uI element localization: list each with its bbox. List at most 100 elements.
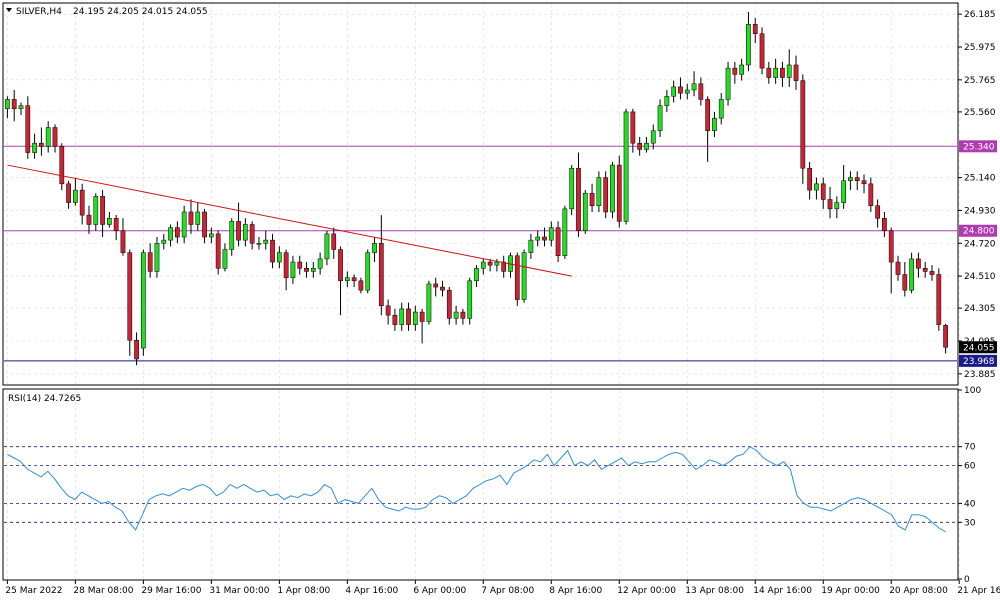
chart-frame: [2, 2, 959, 581]
rsi-panel-border: [2, 388, 959, 581]
candle-body: [18, 105, 24, 110]
symbol-label: SILVER,H4: [16, 7, 62, 17]
candle-body: [79, 189, 85, 216]
candle-body: [25, 105, 31, 153]
candle-body: [576, 167, 581, 231]
price-tick-label: 24.305: [964, 304, 996, 314]
candle-body: [480, 261, 486, 269]
candle-body: [861, 180, 867, 185]
time-tick-label: 28 Mar 08:00: [73, 586, 133, 596]
candle-body: [249, 224, 255, 244]
candle-body: [222, 249, 228, 269]
candle-body: [175, 227, 180, 238]
price-tick-label: 24.930: [964, 206, 996, 216]
candle-body: [664, 96, 670, 106]
candle-body: [331, 233, 337, 250]
candle-body: [147, 252, 153, 272]
candle-body: [113, 217, 119, 231]
candle-body: [460, 311, 466, 319]
time-tick-label: 21 Apr 16:00: [957, 586, 1000, 596]
level-label-resistance-low: 24.800: [963, 227, 995, 237]
candle-body: [385, 305, 391, 316]
time-tick-label: 1 Apr 08:00: [277, 586, 330, 596]
candle-body: [338, 249, 343, 282]
candle-body: [630, 111, 636, 144]
candle-body: [922, 268, 928, 272]
rsi-tick-label: 30: [964, 518, 976, 528]
candle-body: [616, 164, 622, 222]
candle-body: [548, 227, 554, 241]
price-tick-label: 24.720: [964, 239, 996, 249]
horizontal-levels: [4, 145, 957, 362]
candle-body: [208, 233, 214, 238]
candle-body: [290, 261, 296, 278]
level-tag-resistance-high: [959, 140, 997, 153]
rsi-axis: 100 70 60 40 30 0: [958, 386, 981, 585]
price-tick-label: 25.975: [964, 43, 996, 53]
candlestick-series: [5, 11, 948, 366]
candle-body: [657, 105, 663, 131]
candle-body: [671, 86, 677, 97]
candle-body: [800, 80, 806, 169]
time-tick-label: 4 Apr 16:00: [345, 586, 398, 596]
rsi-indicator-label: RSI(14) 24.7265: [8, 394, 81, 404]
candle-body: [73, 189, 78, 203]
time-tick-label: 20 Apr 08:00: [889, 586, 948, 596]
candle-body: [732, 67, 738, 75]
candle-body: [215, 233, 221, 269]
candle-body: [684, 89, 690, 94]
candle-body: [446, 289, 452, 319]
price-tick-label: 25.560: [964, 108, 996, 118]
candle-body: [610, 164, 615, 213]
candle-body: [127, 252, 133, 341]
time-tick-label: 31 Mar 00:00: [209, 586, 269, 596]
candle-body: [66, 183, 71, 203]
candle-body: [603, 177, 609, 213]
candle-body: [154, 243, 160, 272]
candle-body: [181, 211, 187, 238]
candle-body: [542, 236, 547, 241]
candle-body: [936, 274, 942, 325]
candle-body: [637, 142, 643, 150]
candle-body: [256, 243, 262, 245]
candle-body: [161, 239, 167, 244]
time-tick-label: 12 Apr 00:00: [617, 586, 676, 596]
candle-body: [188, 211, 194, 225]
candle-body: [324, 233, 330, 260]
candle-body: [514, 255, 520, 300]
candle-body: [344, 277, 350, 282]
price-tick-label: 24.510: [964, 272, 996, 282]
candle-body: [392, 314, 398, 325]
candle-body: [86, 214, 92, 225]
price-tick-label: 23.885: [964, 370, 996, 380]
candle-body: [378, 243, 384, 307]
candle-body: [310, 268, 316, 272]
ohlc-values: 24.195 24.205 24.015 24.055: [73, 7, 208, 17]
candle-body: [766, 67, 772, 78]
candle-body: [501, 261, 507, 272]
candle-body: [263, 239, 269, 244]
trend-line[interactable]: [7, 164, 572, 277]
candle-body: [11, 99, 17, 110]
candle-body: [902, 274, 908, 291]
candle-body: [698, 83, 704, 100]
dropdown-triangle-icon[interactable]: [6, 8, 12, 12]
candle-body: [32, 142, 37, 153]
level-label-resistance-high: 25.340: [963, 142, 995, 152]
candle-body: [358, 280, 364, 291]
candle-body: [351, 277, 357, 282]
candle-body: [773, 67, 778, 78]
candle-body: [746, 24, 751, 66]
candle-body: [406, 308, 411, 325]
candle-body: [45, 127, 51, 147]
candle-body: [868, 183, 874, 206]
candle-body: [650, 130, 656, 144]
candle-body: [909, 258, 914, 291]
time-tick-label: 14 Apr 16:00: [753, 586, 812, 596]
candle-body: [705, 99, 711, 131]
rsi-line: [7, 446, 946, 533]
candle-body: [888, 230, 894, 263]
candle-body: [5, 99, 10, 110]
